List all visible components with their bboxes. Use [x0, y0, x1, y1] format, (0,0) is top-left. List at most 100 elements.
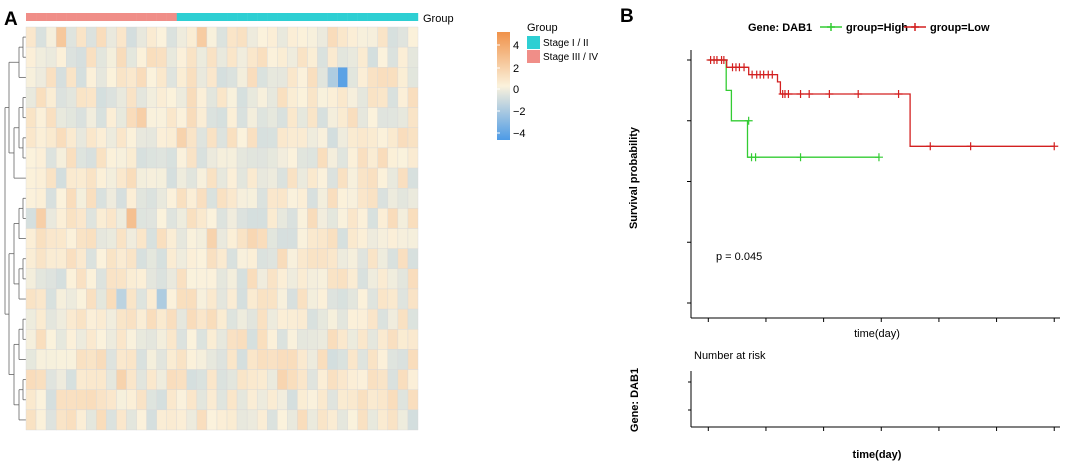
- legend-label-stage-1-2: Stage I / II: [543, 38, 589, 49]
- heatmap-cell-ppp1r1c-s14: [307, 329, 318, 350]
- censor-mark-group-high: [796, 153, 805, 162]
- heatmap-cell-mtco1p40-s33: [96, 208, 107, 229]
- heatmap-cell-hla-v-s36: [126, 67, 137, 88]
- heatmap-cell-ac091614-1-s26: [25, 167, 37, 189]
- heatmap-cell-krt7-s38: [146, 369, 157, 390]
- heatmap-cell-klf5-s12: [287, 147, 298, 169]
- heatmap-cell-slc4a5-s38: [146, 26, 157, 48]
- heatmap-cell-cmya5-s39: [156, 107, 167, 128]
- heatmap-cell-krt7-s37: [136, 369, 147, 390]
- heatmap-cell-ac091614-1-s4: [206, 167, 218, 189]
- heatmap-cell-cyp24a1-s15: [317, 409, 328, 431]
- heatmap-cell-slc4a5-s31: [76, 26, 87, 48]
- heatmap-cell-cyp24a1-s12: [287, 409, 298, 431]
- heatmap-cell-mtrnr2l12-s26: [25, 127, 37, 149]
- heatmap-cell-chst9-s35: [116, 349, 127, 370]
- heatmap-cell-mmp3-s3: [196, 389, 208, 411]
- heatmap-cell-slc4a5-s26: [25, 26, 37, 48]
- heatmap-cell-hla-v-s24: [407, 67, 419, 88]
- heatmap-cell-mtrnr2l12-s23: [397, 127, 409, 149]
- heatmap-cell-mtco1p40-s35: [116, 208, 127, 229]
- censor-mark-group-low: [768, 70, 777, 79]
- heatmap-cell-mtco1p40-s32: [86, 208, 97, 229]
- heatmap-cell-linc01088-s23: [397, 288, 409, 310]
- heatmap-cell-accsl-s1: [176, 187, 188, 209]
- heatmap-cell-chst9-s31: [76, 349, 87, 370]
- heatmap-cell-ac091614-1-s18: [347, 167, 358, 189]
- heatmap-cell-fam167a-as1-s37: [136, 308, 147, 330]
- heatmap-cell-ac091614-1-s1: [176, 167, 188, 189]
- heatmap-cell-fam167a-as1-s2: [186, 308, 198, 330]
- heatmap-cell-klf5-s39: [156, 147, 167, 169]
- heatmap-cell-fam9c-s34: [106, 46, 117, 68]
- heatmap-cell-accsl-s35: [116, 187, 127, 209]
- heatmap-cell-ppp1r1c-s1: [176, 329, 188, 350]
- heatmap-cell-bmp7-s28: [45, 228, 57, 249]
- heatmap-cell-hla-v-s39: [156, 67, 167, 88]
- heatmap-cell-slc4a5-s23: [397, 26, 409, 48]
- heatmap-cell-krt7-s2: [186, 369, 198, 390]
- heatmap-cell-ac011444-2-s24: [407, 87, 419, 108]
- heatmap-cell-mmp3-s32: [86, 389, 97, 411]
- heatmap-cell-accsl-s30: [66, 187, 77, 209]
- heatmap-cell-klf5-s2: [186, 147, 198, 169]
- group-cell-s33: [96, 13, 107, 21]
- heatmap-cell-fam9c-s28: [45, 46, 57, 68]
- heatmap-cell-fam9c-s10: [267, 46, 278, 68]
- heatmap-cell-ac011444-2-s28: [45, 87, 57, 108]
- heatmap-cell-fam167a-as1-s5: [216, 308, 228, 330]
- heatmap-cell-ppp1r1c-s18: [347, 329, 358, 350]
- heatmap-cell-klf5-s16: [327, 147, 338, 169]
- heatmap-cell-chst9-s9: [256, 349, 268, 370]
- risk-table: Number at risk Gene: DAB1 time(day): [629, 350, 1060, 461]
- heatmap-cell-linc01088-s4: [206, 288, 218, 310]
- heatmap-cell-klf5-s22: [387, 147, 399, 169]
- heatmap-cell-hla-v-s22: [387, 67, 399, 88]
- heatmap-cell-chst9-s19: [357, 349, 368, 370]
- group-cell-s4: [206, 13, 218, 21]
- heatmap-cell-mmp3-s35: [116, 389, 127, 411]
- heatmap-cell-bmp7-s3: [196, 228, 208, 249]
- heatmap-cell-chst9-s28: [45, 349, 57, 370]
- heatmap-cell-mtco1p40-s40: [166, 208, 177, 229]
- heatmap-cell-ac011444-2-s27: [35, 87, 47, 108]
- heatmap-cell-ac011444-2-s37: [136, 87, 147, 108]
- heatmap-cell-ac091614-1-s35: [116, 167, 127, 189]
- heatmap-cell-linc01088-s2: [186, 288, 198, 310]
- heatmap-cell-fam167a-as1-s28: [45, 308, 57, 330]
- heatmap-cell-ppp1r1c-s16: [327, 329, 338, 350]
- heatmap-cell-ac091614-1-s13: [297, 167, 308, 189]
- heatmap-cell-klf5-s40: [166, 147, 177, 169]
- heatmap-cell-hla-v-s30: [66, 67, 77, 88]
- heatmap-cell-mmp3-s30: [66, 389, 77, 411]
- heatmap-cell-slc4a5-s33: [96, 26, 107, 48]
- heatmap-cell-hla-v-s28: [45, 67, 57, 88]
- heatmap-cell-hla-v-s37: [136, 67, 147, 88]
- heatmap-cell-accsl-s17: [337, 187, 348, 209]
- heatmap-cell-mmp3-s40: [166, 389, 177, 411]
- heatmap-cell-linc01887-s6: [226, 268, 238, 290]
- heatmap-cell-bmp7-s20: [367, 228, 378, 249]
- heatmap-cell-klf5-s11: [277, 147, 288, 169]
- legend-label-high: group=High: [846, 22, 908, 34]
- heatmap-cell-accsl-s23: [397, 187, 409, 209]
- heatmap-cell-fam167a-as1-s1: [176, 308, 188, 330]
- heatmap-cell-fam9c-s32: [86, 46, 97, 68]
- heatmap-cell-ac069277-1-s16: [327, 248, 338, 269]
- heatmap-cell-bmp7-s14: [307, 228, 318, 249]
- heatmap-cell-mmp3-s28: [45, 389, 57, 411]
- heatmap-cell-hla-v-s7: [236, 67, 248, 88]
- heatmap-cell-slc4a5-s35: [116, 26, 127, 48]
- heatmap-cell-ac011444-2-s30: [66, 87, 77, 108]
- heatmap-cell-ppp1r1c-s35: [116, 329, 127, 350]
- heatmap-cell-cyp24a1-s11: [277, 409, 288, 431]
- heatmap-cell-cyp24a1-s31: [76, 409, 87, 431]
- heatmap-cell-chst9-s30: [66, 349, 77, 370]
- heatmap-cell-fam167a-as1-s22: [387, 308, 399, 330]
- heatmap-cell-cmya5-s2: [186, 107, 198, 128]
- heatmap-cell-ac069277-1-s4: [206, 248, 218, 269]
- heatmap-cell-klf5-s33: [96, 147, 107, 169]
- heatmap-cell-fam9c-s31: [76, 46, 87, 68]
- heatmap-cell-cyp24a1-s29: [55, 409, 67, 431]
- group-cell-s13: [297, 13, 308, 21]
